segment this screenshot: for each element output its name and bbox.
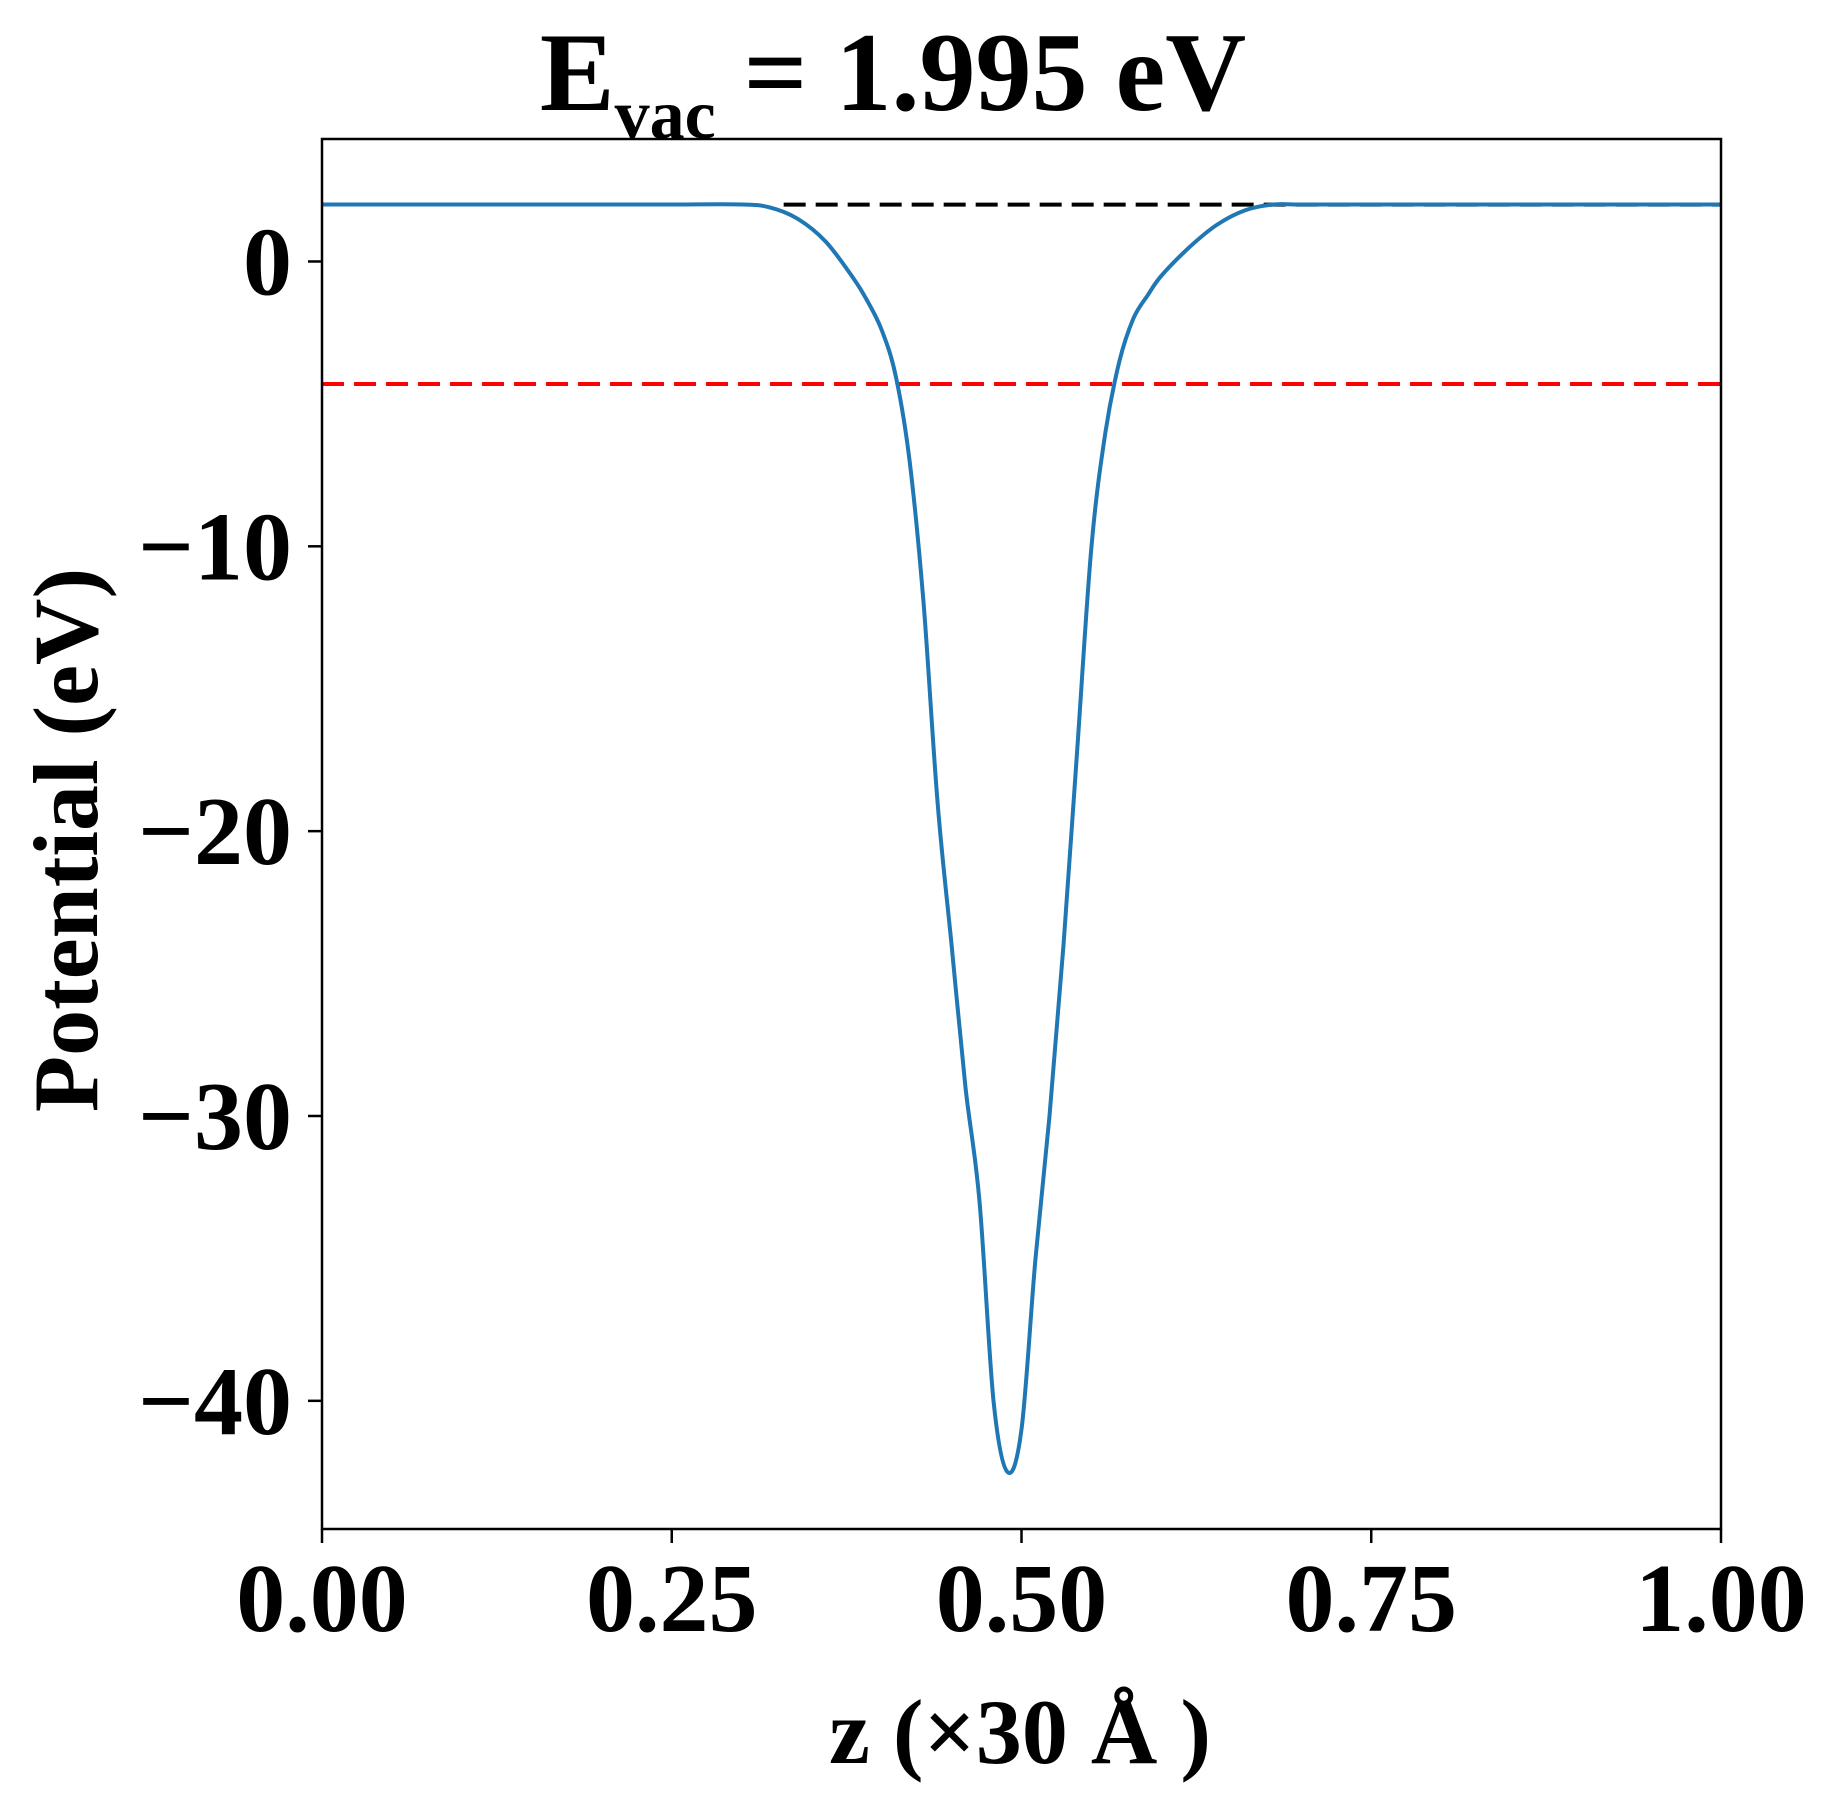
y-tick-label-3: −30 [138, 1063, 292, 1171]
y-tick-label-2: −20 [138, 778, 292, 886]
y-axis: 0 −10 −20 −30 −40 [138, 208, 322, 1456]
chart-title: Evac = 1.995 eV [540, 11, 1246, 154]
x-axis: 0.00 0.25 0.50 0.75 1.00 [236, 1529, 1807, 1653]
x-tick-label-4: 1.00 [1635, 1545, 1807, 1653]
y-tick-label-1: −10 [138, 493, 292, 601]
y-tick-label-0: 0 [243, 208, 292, 316]
series-line-0 [322, 202, 1721, 1476]
x-tick-label-1: 0.25 [586, 1545, 758, 1653]
title-subscript: vac [615, 77, 716, 154]
x-axis-label: z (×30 Å ) [829, 1681, 1211, 1783]
x-tick-label-3: 0.75 [1286, 1545, 1458, 1653]
x-tick-label-2: 0.50 [936, 1545, 1108, 1653]
plot-frame [320, 137, 1723, 1531]
reference-lines [322, 202, 1721, 386]
x-tick-label-0: 0.00 [236, 1545, 408, 1653]
title-rest: = 1.995 eV [716, 11, 1246, 135]
y-axis-label: Potential (eV) [15, 568, 117, 1112]
title-main: E [540, 11, 615, 135]
y-tick-label-4: −40 [138, 1348, 292, 1456]
series-group [322, 202, 1721, 1476]
